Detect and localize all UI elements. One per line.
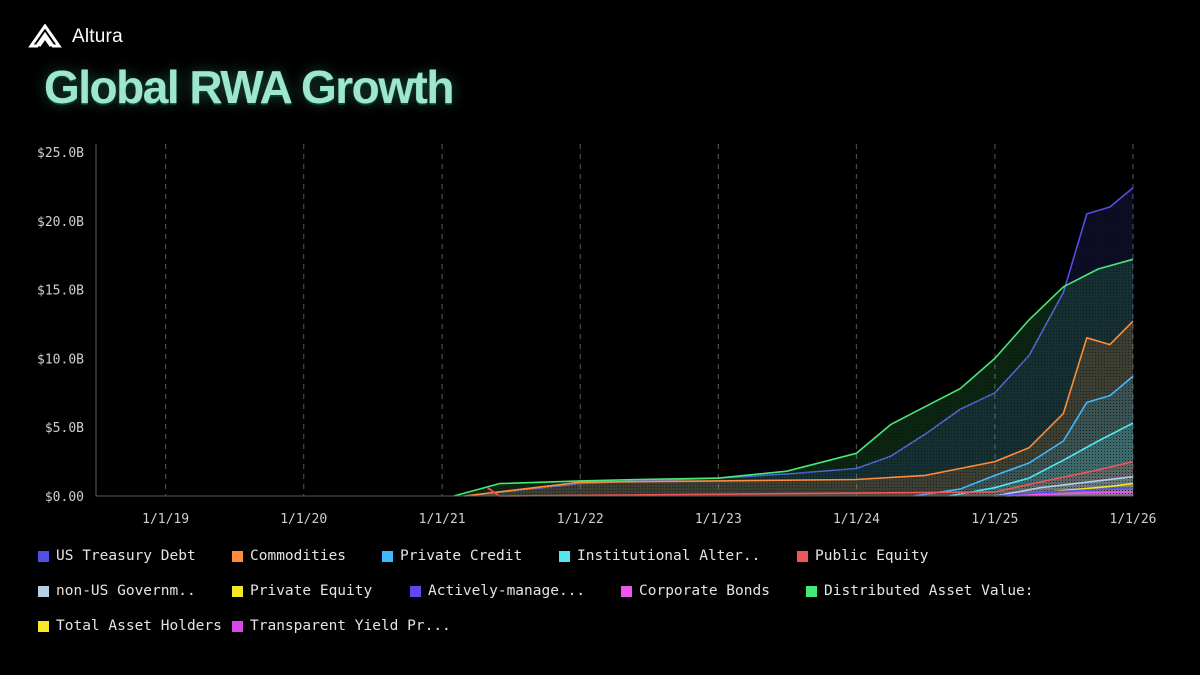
legend-label: Private Credit (400, 548, 523, 564)
legend-label: Commodities (250, 548, 347, 564)
legend-swatch (410, 585, 421, 597)
chart: 1/1/19 1/1/20 1/1/21 1/1/22 1/1/23 1/1/24 1/1/… (37, 144, 1156, 527)
legend-label: Total Asset Holders (56, 618, 222, 634)
x-tick-label: 1/1/23 (695, 512, 742, 527)
brand-name: Altura (72, 26, 123, 47)
legend-swatch (232, 585, 243, 597)
x-tick-label: 1/1/25 (971, 512, 1018, 527)
legend-swatch (38, 620, 49, 632)
legend-swatch (382, 550, 393, 562)
legend-swatch (38, 550, 49, 562)
series-line-non-us-governm (994, 475, 1134, 497)
series-line-institutional-alter (948, 422, 1134, 497)
legend-item[interactable]: Total Asset Holders (38, 618, 222, 634)
legend-label: Private Equity (250, 583, 373, 599)
brand: Altura (28, 24, 123, 50)
legend-item[interactable]: non-US Governm.. (38, 583, 196, 599)
legend-item[interactable]: Private Credit (382, 548, 522, 564)
x-tick-label: 1/1/19 (142, 512, 189, 527)
legend-label: Public Equity (815, 548, 929, 564)
legend-item[interactable]: Public Equity (797, 548, 929, 564)
series-line-commodities (464, 320, 1134, 497)
legend-item[interactable]: US Treasury Debt (38, 548, 196, 564)
x-tick-label: 1/1/24 (833, 512, 880, 527)
legend-label: non-US Governm.. (56, 583, 196, 599)
legend-label: Institutional Alter.. (577, 548, 761, 564)
legend-label: Actively-manage... (428, 583, 586, 599)
y-tick-label: $15.0B (37, 284, 84, 299)
legend-swatch (559, 550, 570, 562)
series-line-distributed-asset-value (453, 258, 1134, 497)
legend-item[interactable]: Actively-manage... (410, 583, 585, 599)
altura-logo-icon (28, 24, 62, 48)
x-tick-label: 1/1/22 (557, 512, 604, 527)
series-texture-distributed-asset-value (453, 259, 1133, 496)
x-tick-label: 1/1/21 (419, 512, 466, 527)
y-tick-label: $0.00 (45, 490, 84, 505)
series-layer (453, 187, 1134, 497)
legend-label: Distributed Asset Value: (824, 583, 1034, 599)
legend-item[interactable]: Commodities (232, 548, 346, 564)
legend-swatch (806, 585, 817, 597)
legend-swatch (232, 620, 243, 632)
y-tick-label: $10.0B (37, 352, 84, 367)
legend-swatch (232, 550, 243, 562)
legend-item[interactable]: Transparent Yield Pr... (232, 618, 451, 634)
x-tick-label: 1/1/26 (1110, 512, 1157, 527)
series-line-actively-manage (994, 486, 1134, 497)
y-tick-label: $5.0B (45, 421, 84, 436)
legend: US Treasury Debt Commodities Private Credi… (38, 548, 1178, 658)
legend-swatch (38, 585, 49, 597)
x-tick-label: 1/1/20 (280, 512, 327, 527)
legend-item[interactable]: Private Equity (232, 583, 372, 599)
legend-item[interactable]: Institutional Alter.. (559, 548, 760, 564)
legend-item[interactable]: Distributed Asset Value: (806, 583, 1034, 599)
axes: 1/1/19 1/1/20 1/1/21 1/1/22 1/1/23 1/1/24 1/1/… (37, 144, 1156, 527)
legend-swatch (621, 585, 632, 597)
legend-label: Transparent Yield Pr... (250, 618, 451, 634)
legend-label: Corporate Bonds (639, 583, 770, 599)
y-tick-label: $20.0B (37, 215, 84, 230)
chart-title: Global RWA Growth (44, 61, 454, 113)
series-line-private-credit (913, 375, 1134, 497)
legend-swatch (797, 550, 808, 562)
legend-item[interactable]: Corporate Bonds (621, 583, 770, 599)
legend-label: US Treasury Debt (56, 548, 196, 564)
y-tick-label: $25.0B (37, 146, 84, 161)
series-line-public-equity (487, 460, 1134, 497)
series-line-corporate-bonds (1006, 491, 1134, 497)
